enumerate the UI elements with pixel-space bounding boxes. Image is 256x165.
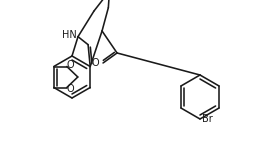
Text: Br: Br bbox=[202, 114, 213, 124]
Text: O: O bbox=[66, 83, 74, 94]
Text: HN: HN bbox=[62, 30, 76, 40]
Text: O: O bbox=[66, 61, 74, 70]
Text: O: O bbox=[91, 58, 99, 68]
